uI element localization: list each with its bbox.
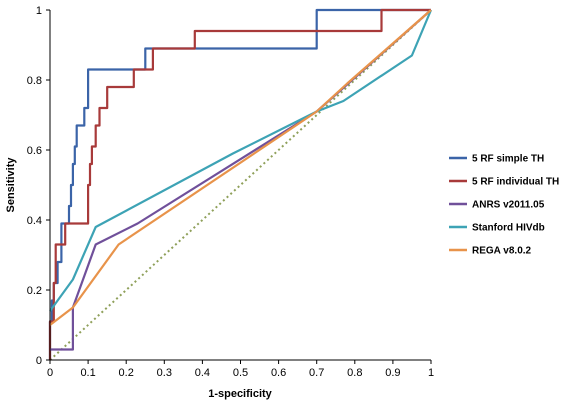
- y-tick-label: 0: [36, 355, 42, 367]
- legend-label: ANRS v2011.05: [472, 200, 545, 211]
- y-tick-label: 0.2: [27, 285, 42, 297]
- y-tick-label: 0.4: [27, 215, 42, 227]
- legend-label: 5 RF individual TH: [472, 177, 559, 188]
- series-line-5-rf-simple-th: [48, 8, 431, 360]
- tick-layer: 0 0.1 0.2 0.3 0.4 0.5 0.6 0.7 0.8 0.9 1 0 0.2 0.4 0.6 0…: [27, 5, 434, 379]
- x-tick-label: 1: [428, 367, 434, 379]
- x-tick-label: 0.1: [80, 367, 95, 379]
- series-line-5-rf-individual-th: [48, 8, 431, 360]
- x-tick-label: 0.8: [347, 367, 362, 379]
- y-tick-label: 1: [36, 5, 42, 17]
- x-tick-label: 0.9: [385, 367, 400, 379]
- legend-label: 5 RF simple TH: [472, 154, 544, 165]
- x-tick-label: 0.5: [233, 367, 248, 379]
- y-tick-label: 0.6: [27, 145, 42, 157]
- series-layer: [48, 8, 433, 361]
- y-axis-title: Sensitivity: [5, 157, 17, 213]
- series-line-stanford-hivdb: [49, 9, 433, 312]
- legend: 5 RF simple TH 5 RF individual TH ANRS v20…: [449, 154, 559, 257]
- x-axis-title: 1-specificity: [208, 388, 272, 400]
- x-tick-label: 0: [47, 367, 53, 379]
- x-tick-label: 0.7: [309, 367, 324, 379]
- legend-label: Stanford HIVdb: [472, 223, 545, 234]
- x-tick-label: 0.2: [119, 367, 134, 379]
- reference-diagonal-line: [49, 9, 432, 361]
- x-tick-label: 0.6: [271, 367, 286, 379]
- legend-label: REGA v8.0.2: [472, 246, 532, 257]
- x-tick-label: 0.3: [157, 367, 172, 379]
- series-line-rega-v8-0-2: [49, 9, 432, 326]
- y-tick-label: 0.8: [27, 75, 42, 87]
- x-tick-label: 0.4: [195, 367, 210, 379]
